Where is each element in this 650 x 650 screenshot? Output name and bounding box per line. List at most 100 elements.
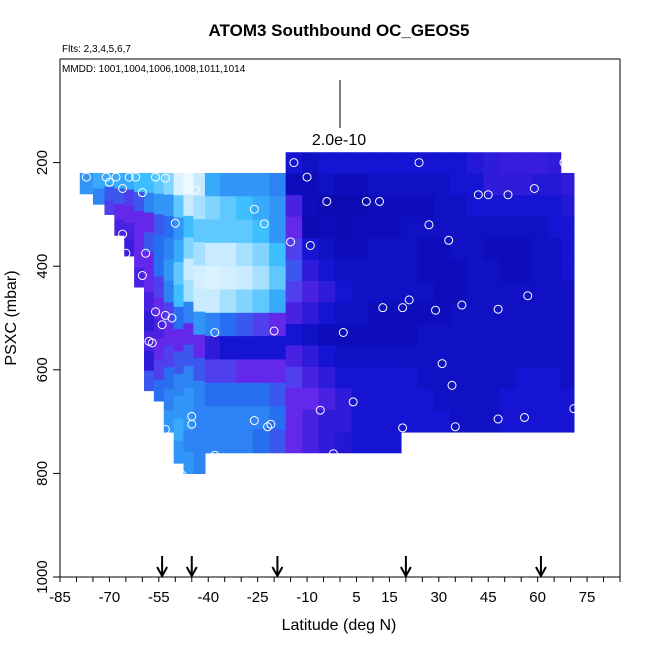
heatmap-cell: [163, 216, 175, 239]
heatmap-cell: [236, 196, 254, 221]
arrow-head: [185, 566, 198, 579]
heatmap-cell: [269, 382, 287, 407]
heatmap-cell: [318, 323, 336, 346]
heatmap-cell: [173, 172, 185, 196]
heatmap-cell: [384, 431, 402, 454]
data-point: [118, 286, 128, 296]
heatmap-cell: [183, 280, 195, 303]
x-tick-label: 15: [381, 589, 398, 606]
heatmap-cell: [450, 173, 468, 196]
heatmap-cell: [335, 388, 353, 411]
heatmap-cell: [368, 152, 386, 175]
heatmap-cell: [499, 410, 517, 433]
data-point: [141, 248, 151, 258]
heatmap-cell: [400, 302, 419, 325]
heatmap-cell: [417, 302, 435, 325]
heatmap-cell: [466, 410, 484, 433]
heatmap-cell: [499, 367, 517, 390]
heatmap-cell: [163, 324, 175, 347]
data-point: [378, 303, 388, 313]
heatmap-cell: [450, 410, 468, 433]
heatmap-cell: [351, 302, 369, 325]
data-point: [424, 220, 434, 230]
heatmap-cell: [483, 216, 501, 239]
heatmap-cell: [560, 194, 575, 217]
heatmap-cell: [351, 281, 369, 304]
heatmap-cell: [351, 431, 369, 454]
heatmap-cell: [532, 238, 549, 261]
heatmap-cell: [384, 281, 402, 304]
heatmap-cell: [400, 324, 419, 347]
heatmap-cell: [163, 194, 175, 217]
heatmap-cell: [351, 195, 369, 218]
x-tick-label: -70: [99, 589, 121, 606]
heatmap-cell: [384, 323, 402, 346]
heatmap-cell: [483, 367, 501, 390]
heatmap-cell: [335, 259, 353, 282]
heatmap-cell: [499, 281, 517, 304]
heatmap-cell: [433, 173, 451, 196]
heatmap-cell: [302, 173, 320, 196]
heatmap-cell: [252, 312, 270, 337]
heatmap-cell: [204, 429, 221, 454]
heatmap-cell: [183, 430, 195, 453]
heatmap-cell: [236, 219, 254, 244]
heatmap-cell: [153, 380, 165, 402]
heatmap-cell: [368, 195, 386, 218]
heatmap-cell: [173, 239, 185, 263]
heatmap-cell: [153, 255, 165, 278]
data-point: [519, 412, 529, 422]
data-point: [338, 328, 348, 337]
heatmap-cell: [144, 212, 155, 233]
data-point: [269, 326, 279, 336]
data-point: [131, 172, 141, 182]
heatmap-cell: [318, 388, 336, 411]
heatmap-cell: [219, 359, 237, 384]
heatmap-cell: [204, 359, 221, 384]
heatmap-cell: [516, 173, 534, 196]
heatmap-cell: [269, 429, 287, 454]
heatmap-cell: [368, 281, 386, 304]
heatmap-cell: [144, 172, 155, 194]
heatmap-cell: [173, 284, 185, 308]
heatmap-cell: [400, 259, 419, 282]
heatmap-cell: [153, 235, 165, 257]
data-point: [114, 310, 124, 320]
flight-arrow: [400, 556, 412, 579]
heatmap-cell: [219, 429, 237, 454]
heatmap-cell: [483, 281, 501, 304]
data-point: [529, 184, 539, 193]
heatmap-cell: [400, 345, 419, 369]
heatmap-cell: [302, 323, 320, 346]
heatmap-cell: [335, 238, 353, 261]
heatmap-cell: [400, 367, 419, 390]
heatmap-cell: [269, 242, 287, 267]
heatmap-cell: [384, 259, 402, 282]
heatmap-cell: [351, 323, 369, 346]
heatmap-cell: [104, 186, 115, 202]
heatmap-cell: [532, 173, 549, 196]
heatmap-cell: [318, 173, 336, 196]
data-point: [127, 380, 137, 390]
heatmap-cell: [193, 357, 206, 382]
data-point: [160, 310, 170, 320]
heatmap-cell: [433, 216, 451, 239]
heatmap-cell: [144, 252, 155, 273]
heatmap-cell: [252, 429, 270, 454]
data-point: [457, 300, 467, 310]
data-point: [137, 188, 147, 198]
heatmap-cell: [204, 196, 221, 221]
data-point: [348, 397, 358, 407]
heatmap-cell: [499, 195, 517, 218]
heatmap-cell: [193, 219, 206, 243]
heatmap-cell: [417, 388, 435, 412]
data-point: [249, 204, 259, 214]
heatmap-cell: [335, 195, 353, 218]
y-tick-label: 200: [34, 150, 51, 175]
heatmap-cell: [335, 366, 353, 389]
x-tick-label: 75: [579, 589, 596, 606]
heatmap-cell: [499, 173, 517, 196]
heatmap-cell: [163, 259, 175, 282]
heatmap-cell: [547, 302, 562, 325]
